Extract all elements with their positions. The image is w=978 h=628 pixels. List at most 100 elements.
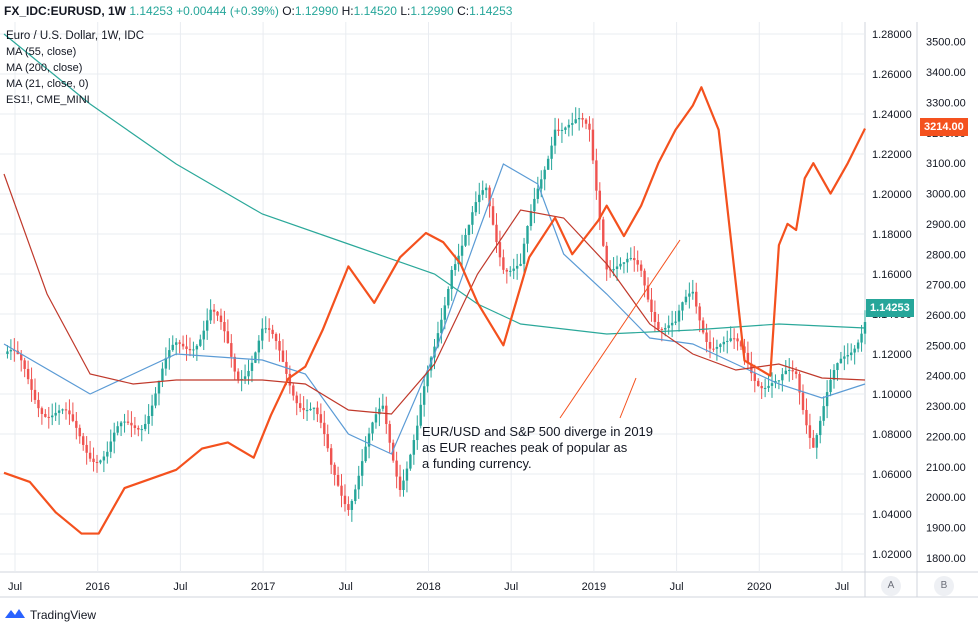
- candle-body: [812, 437, 815, 448]
- candle-body: [488, 187, 491, 207]
- candle-body: [526, 226, 529, 244]
- candle-body: [137, 427, 140, 430]
- candle-body: [588, 123, 591, 130]
- price-tick-label: 1.26000: [872, 69, 912, 81]
- candle-body: [860, 333, 863, 343]
- axis-auto-button[interactable]: A: [881, 576, 901, 596]
- candle-body: [801, 392, 805, 410]
- candle-body: [536, 188, 540, 199]
- price-tick-label: 1.06000: [872, 469, 912, 481]
- brand-name[interactable]: TradingView: [30, 607, 97, 622]
- candle-body: [305, 410, 309, 412]
- es-tick-label: 1800.00: [926, 553, 966, 565]
- candle-body: [805, 409, 808, 426]
- candle-body: [157, 380, 161, 394]
- es-tick-label: 2800.00: [926, 249, 966, 261]
- annotation-line-3: a funding currency.: [422, 456, 532, 471]
- candle-body: [340, 485, 343, 496]
- candle-body: [719, 344, 722, 347]
- candle-body: [715, 346, 719, 349]
- candle-body: [188, 348, 192, 351]
- candle-body: [533, 198, 536, 212]
- es-line: [3, 86, 866, 535]
- es-tick-label: 3500.00: [926, 37, 966, 49]
- candle-body: [309, 408, 312, 411]
- time-axis: Jul 2016 Jul 2017 Jul 2018 Jul 2019 Jul 2020 Jul: [8, 581, 849, 593]
- es-tick-label: 2200.00: [926, 431, 966, 443]
- candle-body: [808, 425, 812, 438]
- candle-body: [254, 352, 257, 363]
- candle-body: [30, 379, 33, 390]
- candle-body: [560, 129, 564, 131]
- candle-body: [481, 190, 484, 195]
- legend-ma200[interactable]: MA (200, close): [6, 62, 83, 74]
- tradingview-logo-icon[interactable]: [4, 606, 26, 623]
- candle-body: [75, 420, 78, 428]
- time-tick-label: 2018: [416, 581, 440, 593]
- candle-body: [688, 293, 691, 297]
- candle-body: [553, 129, 557, 146]
- candle-body: [495, 224, 498, 243]
- candle-body: [402, 480, 405, 490]
- candle-body: [126, 421, 130, 423]
- candle-body: [106, 451, 109, 457]
- candle-body: [515, 265, 519, 269]
- low-label: L:: [400, 4, 411, 18]
- candle-body: [619, 263, 622, 267]
- legend-ma21[interactable]: MA (21, close, 0): [6, 78, 89, 90]
- candle-body: [150, 405, 154, 417]
- candle-body: [612, 268, 615, 271]
- es-tick-label: 3100.00: [926, 158, 966, 170]
- candle-body: [574, 119, 577, 124]
- candle-body: [822, 406, 825, 421]
- candle-body: [443, 305, 447, 320]
- close-value: 1.14253: [469, 4, 513, 18]
- es-tick-label: 2100.00: [926, 462, 966, 474]
- candle-body: [598, 190, 602, 220]
- legend-ma55[interactable]: MA (55, close): [6, 46, 77, 58]
- candle-body: [133, 425, 137, 428]
- candle-body: [767, 385, 770, 388]
- candle-body: [378, 408, 381, 415]
- candle-body: [37, 399, 40, 409]
- candle-body: [650, 299, 653, 312]
- candle-body: [657, 321, 660, 330]
- candle-body: [484, 187, 488, 191]
- candle-body: [595, 160, 598, 191]
- candle-body: [584, 119, 588, 124]
- es-series-line: [3, 86, 866, 535]
- grid: [0, 22, 978, 598]
- candle-body: [726, 340, 729, 342]
- candle-body: [784, 370, 787, 375]
- candle-body: [171, 344, 174, 351]
- candle-body: [564, 127, 567, 130]
- candle-body: [23, 360, 26, 369]
- candle-body: [312, 407, 316, 409]
- candle-body: [364, 446, 367, 462]
- candle-body: [175, 342, 178, 345]
- candle-body: [684, 296, 688, 303]
- candle-body: [426, 370, 429, 387]
- es-tick-label: 3000.00: [926, 189, 966, 201]
- annotation-arrow-es: [559, 239, 681, 419]
- symbol-label[interactable]: FX_IDC:EURUSD, 1W: [4, 4, 127, 18]
- candle-body: [385, 405, 388, 425]
- time-tick-label: 2016: [85, 581, 109, 593]
- candle-body: [336, 474, 340, 486]
- annotation-arrows: [559, 239, 681, 419]
- candle-body: [261, 328, 264, 341]
- price-tick-label: 1.28000: [872, 29, 912, 41]
- candle-body: [646, 285, 650, 300]
- candle-body: [26, 368, 30, 380]
- candle-body: [292, 385, 295, 396]
- candle-body: [95, 461, 99, 463]
- candle-body: [626, 258, 629, 263]
- candle-body: [660, 329, 664, 331]
- legend-title[interactable]: Euro / U.S. Dollar, 1W, IDC: [6, 30, 145, 42]
- legend-es[interactable]: ES1!, CME_MINI: [6, 94, 90, 106]
- candle-body: [416, 425, 419, 441]
- candle-body: [643, 270, 646, 286]
- price-tick-label: 1.08000: [872, 429, 912, 441]
- axis-b-button[interactable]: B: [934, 576, 954, 596]
- es-tick-label: 3400.00: [926, 67, 966, 79]
